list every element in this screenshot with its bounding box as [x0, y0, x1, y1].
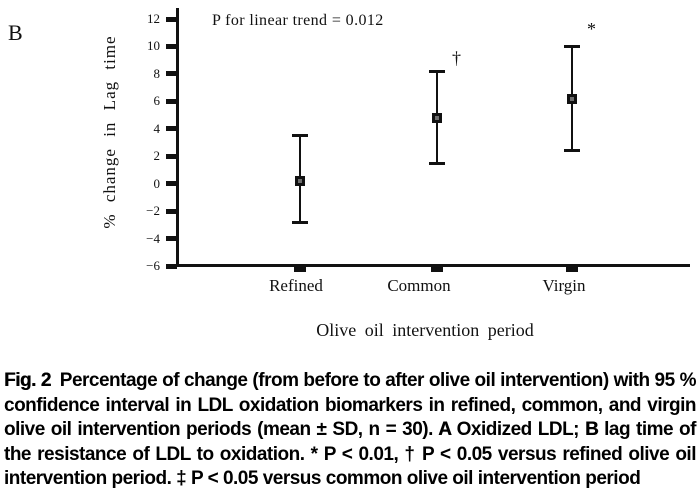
- error-bar-cap-lower: [292, 220, 308, 224]
- y-tick-label: 12: [147, 11, 160, 26]
- y-tick-label: −4: [146, 230, 160, 246]
- caption-a-label: A: [438, 419, 451, 440]
- mean-marker: [567, 93, 577, 104]
- figure-caption: Fig. 2 Percentage of change (from before …: [4, 369, 697, 492]
- y-tick-label: 10: [147, 38, 160, 54]
- caption-text-1: Percentage of change (from before to aft…: [4, 370, 697, 440]
- p-trend-annotation: P for linear trend = 0.012: [212, 12, 384, 29]
- y-tick: [166, 126, 177, 132]
- y-tick-label: 0: [153, 175, 161, 191]
- mean-marker: [432, 112, 442, 123]
- x-tick-label: Virgin: [542, 276, 586, 295]
- error-bar-cap-upper: [292, 134, 308, 138]
- x-tick-label: Refined: [269, 276, 323, 295]
- error-bar-cap-lower: [429, 161, 445, 165]
- y-tick: [166, 98, 177, 104]
- error-bar-cap-upper: [564, 44, 580, 48]
- x-tick: [431, 267, 443, 272]
- caption-text-3: lag time of the resistance of LDL to oxi…: [4, 419, 697, 489]
- panel-label-b: B: [8, 20, 23, 45]
- caption-text-2: Oxidized LDL;: [450, 419, 585, 440]
- x-axis-title: Olive oil intervention period: [316, 320, 534, 340]
- y-tick-label: 6: [153, 93, 161, 109]
- y-tick-label: −2: [146, 203, 160, 219]
- error-bar-cap-lower: [564, 149, 580, 153]
- mean-marker: [295, 175, 305, 186]
- y-tick: [166, 153, 177, 159]
- x-axis-line: [177, 264, 690, 267]
- y-tick-label: 2: [153, 148, 161, 164]
- plot-area: 12 10 8 6 4 2 0 −2 −4 −6 Refined Common † Virgin *: [146, 8, 690, 295]
- y-tick-label: 4: [153, 120, 161, 136]
- y-tick: [166, 16, 177, 22]
- y-tick-label: −6: [146, 258, 160, 273]
- y-tick: [166, 236, 177, 242]
- caption-fig-label: Fig. 2: [4, 370, 51, 391]
- y-tick: [166, 263, 177, 269]
- error-bar-cap-upper: [429, 69, 445, 73]
- y-axis-line: [175, 8, 179, 267]
- y-tick-label: 8: [153, 65, 161, 81]
- caption-b-label: B: [584, 419, 599, 440]
- x-tick-label: Common: [387, 276, 451, 295]
- x-tick: [566, 267, 578, 272]
- significance-dagger: †: [452, 48, 461, 69]
- significance-star: *: [587, 19, 596, 40]
- y-tick: [166, 71, 177, 77]
- y-tick: [166, 43, 177, 49]
- x-tick: [294, 267, 306, 272]
- y-tick: [166, 181, 177, 187]
- y-tick: [166, 208, 177, 214]
